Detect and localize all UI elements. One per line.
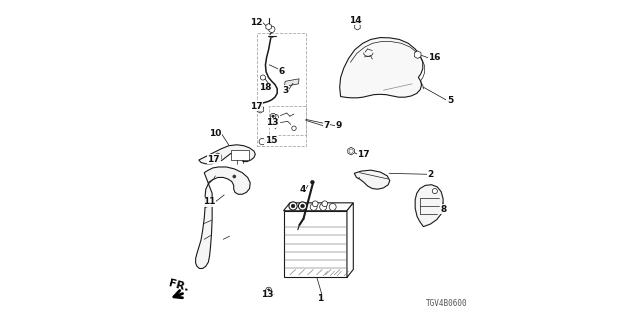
Circle shape [292, 126, 296, 131]
Circle shape [260, 75, 266, 80]
Polygon shape [355, 170, 390, 189]
Text: 17: 17 [357, 150, 370, 159]
Circle shape [298, 202, 307, 210]
Circle shape [291, 204, 295, 208]
Text: 6: 6 [278, 67, 284, 76]
Text: FR.: FR. [168, 278, 190, 293]
Text: 14: 14 [349, 16, 362, 25]
Polygon shape [214, 153, 221, 161]
Circle shape [329, 204, 336, 211]
Text: 11: 11 [203, 197, 215, 206]
Text: 13: 13 [262, 290, 274, 299]
Circle shape [432, 188, 437, 194]
Circle shape [320, 204, 326, 211]
Text: 1: 1 [317, 294, 323, 303]
Text: 13: 13 [266, 118, 278, 127]
Text: 3: 3 [282, 86, 288, 95]
Circle shape [289, 202, 297, 210]
Text: TGV4B0600: TGV4B0600 [426, 300, 467, 308]
Polygon shape [199, 145, 255, 164]
Text: 18: 18 [259, 83, 272, 92]
Text: 7: 7 [323, 121, 330, 130]
Text: 8: 8 [440, 205, 447, 214]
Text: 4: 4 [300, 185, 306, 194]
Circle shape [349, 149, 353, 153]
Polygon shape [284, 79, 299, 86]
Circle shape [259, 139, 266, 145]
Text: 12: 12 [250, 18, 262, 27]
Circle shape [301, 204, 305, 208]
Text: 9: 9 [335, 121, 342, 130]
Polygon shape [340, 37, 423, 98]
Polygon shape [415, 185, 443, 227]
Circle shape [259, 107, 262, 111]
Text: 17: 17 [207, 155, 220, 164]
Polygon shape [284, 211, 347, 277]
Polygon shape [231, 150, 248, 160]
Circle shape [310, 180, 314, 184]
Polygon shape [415, 51, 421, 59]
Polygon shape [355, 24, 360, 30]
Circle shape [310, 204, 317, 211]
Circle shape [233, 175, 236, 178]
Text: 16: 16 [429, 53, 441, 62]
Text: 2: 2 [428, 170, 433, 179]
Polygon shape [257, 105, 264, 113]
Polygon shape [266, 24, 271, 30]
Circle shape [312, 201, 318, 207]
Circle shape [216, 155, 220, 159]
Circle shape [269, 26, 275, 32]
Circle shape [272, 115, 275, 117]
Circle shape [268, 289, 270, 291]
Text: 17: 17 [250, 101, 262, 111]
Text: 10: 10 [209, 130, 221, 139]
Circle shape [266, 287, 271, 293]
Text: 5: 5 [447, 96, 453, 105]
Polygon shape [196, 167, 250, 268]
Polygon shape [284, 203, 353, 211]
Polygon shape [347, 203, 353, 277]
Circle shape [322, 201, 328, 207]
Text: 15: 15 [265, 136, 277, 145]
Polygon shape [348, 147, 355, 155]
Circle shape [273, 120, 278, 125]
Circle shape [270, 113, 276, 119]
Circle shape [273, 114, 278, 120]
